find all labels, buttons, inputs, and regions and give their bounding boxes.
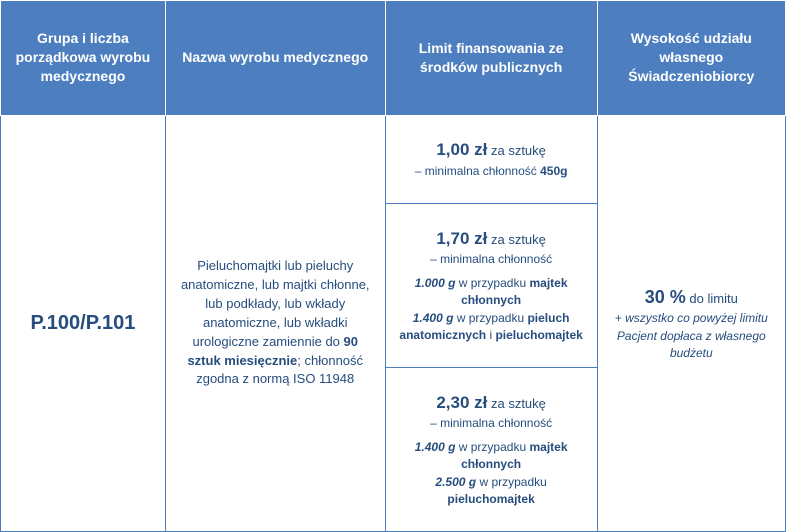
- header-group-code: Grupa i liczba porządkowa wyrobu medyczn…: [1, 1, 166, 116]
- financing-table: Grupa i liczba porządkowa wyrobu medyczn…: [0, 0, 786, 532]
- tier-3-minline: – minimalna chłonność: [392, 415, 591, 432]
- copay-percent: 30 %: [645, 287, 686, 307]
- table-data-row: P.100/P.101 Pieluchomajtki lub pieluchy …: [1, 115, 786, 531]
- copay-note: + wszystko co powyżej limitu Pacjent dop…: [608, 310, 775, 362]
- tier-3: 2,30 zł za sztukę – minimalna chłonność …: [386, 368, 597, 531]
- table-header-row: Grupa i liczba porządkowa wyrobu medyczn…: [1, 1, 786, 116]
- tier-2-g1-txt: w przypadku: [455, 276, 529, 290]
- tier-3-g2-txt: w przypadku: [476, 475, 547, 489]
- cell-copay: 30 % do limitu + wszystko co powyżej lim…: [597, 115, 785, 531]
- copay-after: do limitu: [686, 291, 738, 306]
- tier-2-g2: 1.400 g: [413, 311, 454, 325]
- tier-2-g2-txt: w przypadku: [453, 311, 527, 325]
- tier-1-minline: – minimalna chłonność: [415, 164, 540, 178]
- group-code: P.100/P.101: [30, 312, 135, 334]
- tier-1-per: za sztukę: [487, 143, 546, 158]
- tier-2-minline: – minimalna chłonność: [392, 251, 591, 268]
- tier-3-price: 2,30 zł: [436, 393, 487, 412]
- tier-1: 1,00 zł za sztukę – minimalna chłonność …: [386, 116, 597, 204]
- cell-financing-tiers: 1,00 zł za sztukę – minimalna chłonność …: [385, 115, 597, 531]
- tier-3-per: za sztukę: [487, 396, 546, 411]
- tier-2-per: za sztukę: [487, 232, 546, 247]
- tier-2-g1: 1.000 g: [415, 276, 456, 290]
- tier-stack: 1,00 zł za sztukę – minimalna chłonność …: [386, 116, 597, 531]
- tier-3-g1-txt: w przypadku: [455, 440, 529, 454]
- header-copay: Wysokość udziału własnego Świadczeniobio…: [597, 1, 785, 116]
- tier-3-g2-bold: pieluchomajtek: [447, 492, 534, 506]
- tier-2-g2-bold2: pieluchomajtek: [495, 328, 582, 342]
- cell-group-code: P.100/P.101: [1, 115, 166, 531]
- desc-pre: Pieluchomajtki lub pieluchy anatomiczne,…: [181, 258, 370, 348]
- tier-3-g1: 1.400 g: [415, 440, 456, 454]
- header-product-name: Nazwa wyrobu medycznego: [165, 1, 385, 116]
- cell-product-description: Pieluchomajtki lub pieluchy anatomiczne,…: [165, 115, 385, 531]
- tier-1-price: 1,00 zł: [436, 140, 487, 159]
- tier-2: 1,70 zł za sztukę – minimalna chłonność …: [386, 204, 597, 368]
- tier-2-price: 1,70 zł: [436, 229, 487, 248]
- header-financing-limit: Limit finansowania ze środków publicznyc…: [385, 1, 597, 116]
- tier-1-grams: 450g: [540, 164, 567, 178]
- tier-3-g2: 2.500 g: [435, 475, 476, 489]
